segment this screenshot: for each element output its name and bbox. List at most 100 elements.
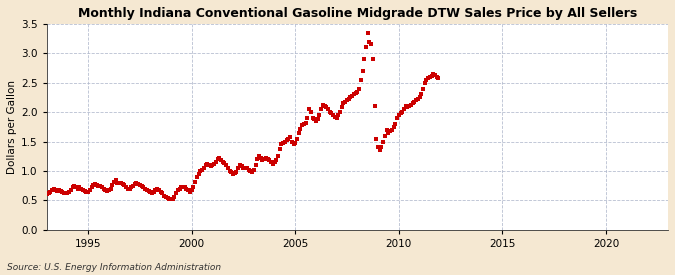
Point — [95, 183, 105, 188]
Point — [142, 188, 153, 192]
Point — [79, 189, 90, 193]
Point — [83, 189, 94, 194]
Point — [331, 116, 342, 120]
Point — [429, 73, 440, 77]
Point — [426, 73, 437, 78]
Point — [431, 75, 442, 79]
Point — [214, 156, 225, 160]
Point — [261, 156, 271, 160]
Point — [115, 180, 126, 185]
Point — [316, 107, 327, 111]
Point — [234, 163, 245, 167]
Point — [178, 185, 188, 189]
Point — [217, 160, 228, 164]
Point — [404, 104, 414, 108]
Point — [243, 167, 254, 172]
Point — [336, 105, 347, 110]
Point — [176, 185, 187, 190]
Point — [62, 191, 73, 195]
Point — [190, 179, 200, 184]
Point — [319, 104, 330, 108]
Point — [385, 129, 396, 133]
Point — [359, 57, 370, 61]
Point — [364, 39, 375, 44]
Point — [59, 191, 70, 195]
Point — [290, 141, 300, 145]
Point — [369, 104, 380, 108]
Point — [271, 158, 281, 163]
Point — [165, 197, 176, 201]
Point — [297, 123, 308, 127]
Point — [224, 169, 235, 173]
Point — [90, 182, 101, 186]
Point — [227, 172, 238, 176]
Point — [378, 139, 389, 144]
Y-axis label: Dollars per Gallon: Dollars per Gallon — [7, 80, 17, 174]
Point — [298, 122, 309, 126]
Point — [188, 185, 199, 190]
Point — [345, 95, 356, 100]
Point — [259, 157, 269, 161]
Point — [78, 188, 88, 192]
Point — [352, 89, 362, 94]
Point — [157, 191, 167, 196]
Point — [267, 162, 278, 166]
Point — [300, 120, 311, 125]
Point — [184, 189, 195, 194]
Point — [60, 191, 71, 196]
Point — [309, 117, 320, 121]
Point — [81, 189, 92, 194]
Point — [407, 101, 418, 106]
Point — [133, 182, 144, 186]
Point — [277, 141, 288, 145]
Point — [326, 111, 337, 116]
Point — [321, 105, 331, 110]
Point — [119, 183, 130, 187]
Point — [255, 156, 266, 160]
Point — [110, 178, 121, 183]
Point — [328, 113, 339, 117]
Point — [171, 191, 182, 196]
Point — [155, 189, 166, 194]
Point — [192, 175, 202, 179]
Point — [105, 186, 116, 191]
Point — [84, 188, 95, 192]
Point — [143, 189, 154, 193]
Point — [183, 188, 194, 192]
Point — [57, 190, 68, 194]
Point — [204, 163, 215, 167]
Point — [281, 138, 292, 142]
Point — [140, 186, 151, 191]
Point — [387, 128, 398, 132]
Point — [74, 185, 85, 190]
Point — [131, 180, 142, 185]
Point — [230, 171, 240, 175]
Point — [76, 186, 86, 191]
Point — [402, 105, 413, 110]
Point — [134, 183, 145, 187]
Point — [340, 99, 350, 104]
Point — [93, 184, 104, 188]
Point — [122, 186, 133, 191]
Point — [161, 195, 171, 199]
Point — [128, 184, 138, 188]
Point — [159, 193, 169, 198]
Point — [124, 186, 135, 191]
Point — [417, 86, 428, 91]
Point — [317, 103, 328, 107]
Point — [329, 115, 340, 119]
Point — [180, 185, 190, 190]
Point — [406, 103, 416, 107]
Point — [68, 185, 78, 190]
Point — [325, 110, 335, 114]
Point — [72, 186, 83, 191]
Point — [373, 145, 383, 150]
Point — [338, 101, 349, 106]
Point — [86, 185, 97, 190]
Point — [388, 125, 399, 129]
Point — [102, 189, 113, 193]
Point — [269, 160, 280, 164]
Point — [355, 78, 366, 82]
Point — [409, 99, 420, 104]
Point — [245, 169, 256, 173]
